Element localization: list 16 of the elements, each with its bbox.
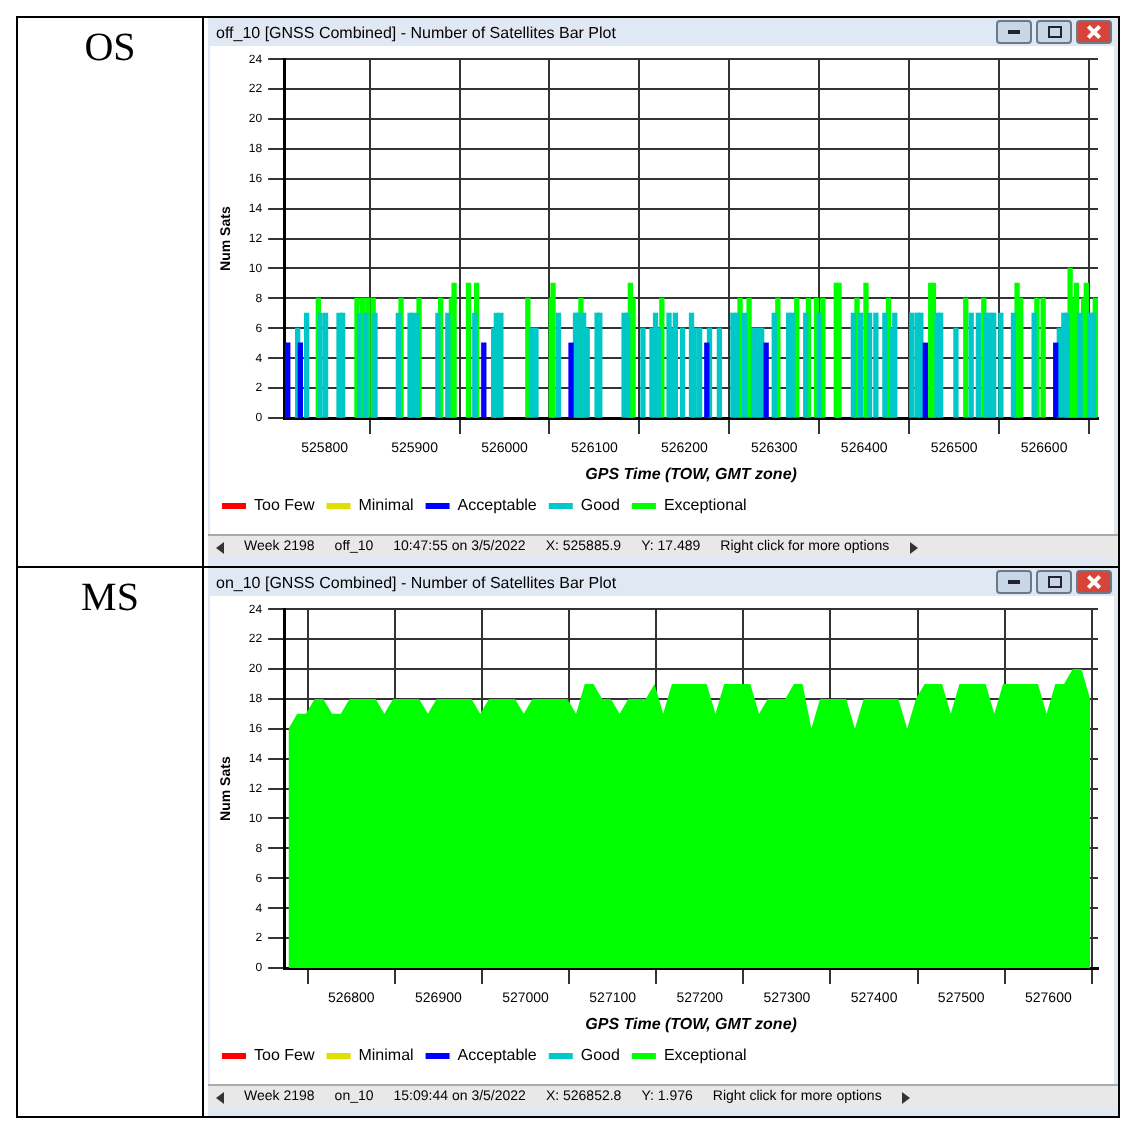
chart-title: on_10 [GNSS Combined] - Number of Satellites Bar Plot <box>216 573 619 591</box>
chart-subtitle: OS <box>18 18 204 566</box>
legend-label: Minimal <box>358 1046 415 1065</box>
legend-label: Too Few <box>254 1046 315 1065</box>
chart-subtitle: MS <box>18 568 204 1116</box>
x-axis-title: GPS Time (TOW, GMT zone) <box>585 1014 798 1033</box>
legend-label: Good <box>580 496 620 515</box>
legend-label: Too Few <box>254 496 315 515</box>
legend-label: Acceptable <box>457 496 538 515</box>
legend-label: Exceptional <box>663 496 748 515</box>
legend-label: Acceptable <box>457 1046 538 1065</box>
x-axis-title: GPS Time (TOW, GMT zone) <box>585 464 798 483</box>
legend-label: Minimal <box>358 496 415 515</box>
legend-label: Good <box>580 1046 620 1065</box>
chart-title: off_10 [GNSS Combined] - Number of Satellites Bar Plot <box>216 23 618 41</box>
legend-label: Exceptional <box>663 1046 748 1065</box>
